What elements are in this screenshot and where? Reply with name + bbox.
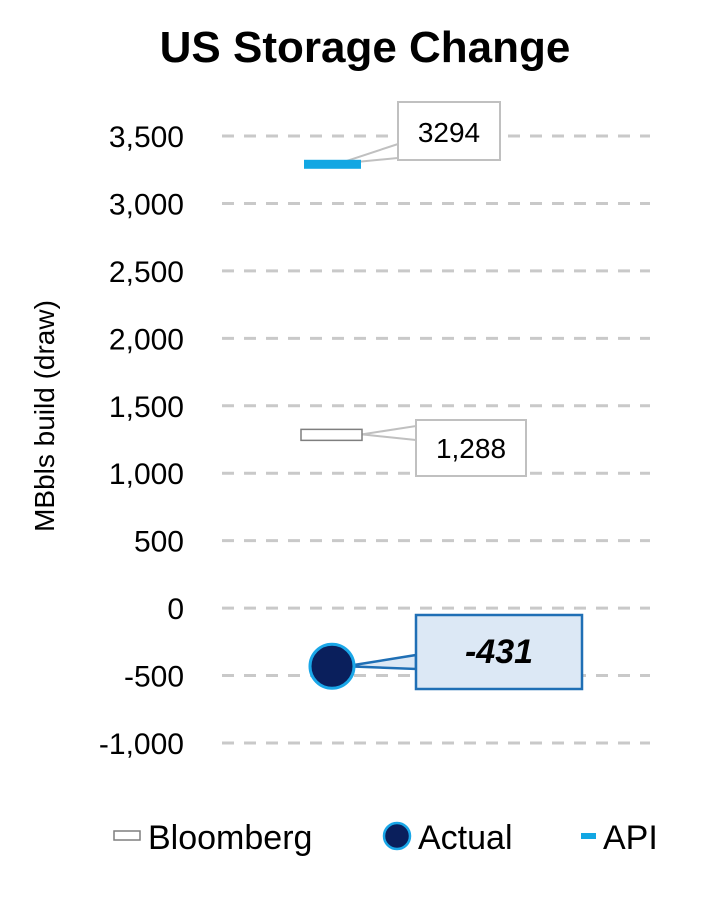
legend-actual-label: Actual xyxy=(418,819,513,857)
legend-api-label: API xyxy=(603,819,658,857)
chart-title: US Storage Change xyxy=(160,23,571,72)
api-callout-box xyxy=(397,101,501,161)
legend-bloomberg-swatch xyxy=(113,830,141,841)
actual-callout-box xyxy=(414,613,584,691)
y-tick-label: 500 xyxy=(134,526,184,559)
gridlines xyxy=(222,134,650,745)
actual-callout-pointer xyxy=(345,653,418,671)
actual-point xyxy=(308,642,356,690)
api-value-label: 3294 xyxy=(418,117,480,148)
y-axis-ticks: 3,500 3,000 2,500 2,000 1,500 1,000 500 0 -500 -1… xyxy=(99,121,184,761)
bloomberg-callout-pointer xyxy=(361,424,417,442)
y-tick-label: 2,000 xyxy=(109,323,184,356)
y-tick-label: -1,000 xyxy=(99,728,184,761)
y-tick-label: -500 xyxy=(124,661,184,694)
legend-api-swatch xyxy=(581,833,596,839)
legend-actual-swatch xyxy=(382,821,412,851)
y-tick-label: 2,500 xyxy=(109,256,184,289)
data-points xyxy=(300,159,363,690)
data-callouts: 3294 1,288 -431 xyxy=(337,101,584,691)
y-axis-label: MBbls build (draw) xyxy=(29,300,60,532)
legend: Bloomberg Actual API xyxy=(113,819,658,857)
legend-bloomberg-label: Bloomberg xyxy=(148,819,312,857)
y-tick-label: 3,000 xyxy=(109,188,184,221)
bloomberg-value-label: 1,288 xyxy=(436,433,506,464)
y-tick-label: 0 xyxy=(167,593,184,626)
bloomberg-callout-box xyxy=(415,419,527,477)
y-tick-label: 1,000 xyxy=(109,458,184,491)
bloomberg-point xyxy=(300,428,363,442)
y-tick-label: 3,500 xyxy=(109,121,184,154)
y-tick-label: 1,500 xyxy=(109,391,184,424)
api-point xyxy=(304,159,361,169)
actual-value-label: -431 xyxy=(465,633,533,671)
